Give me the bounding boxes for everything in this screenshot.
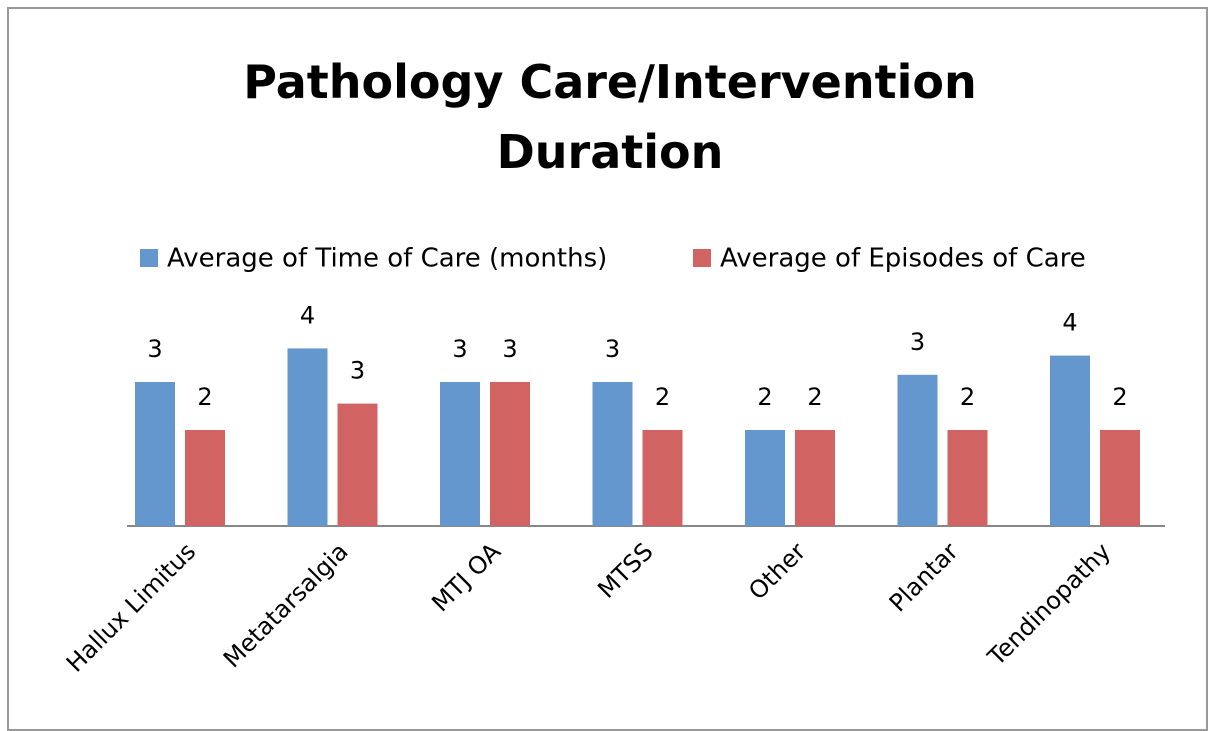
legend-swatch (140, 249, 158, 267)
value-label: 4 (300, 301, 315, 329)
value-label: 3 (910, 328, 925, 356)
bar (1100, 430, 1140, 526)
chart-frame (7, 7, 1208, 731)
value-label: 3 (350, 357, 365, 385)
bar (490, 382, 530, 526)
bar (440, 382, 480, 526)
bar (185, 430, 225, 526)
value-label: 2 (960, 383, 975, 411)
bar (745, 430, 785, 526)
value-label: 3 (452, 335, 467, 363)
bar (947, 430, 988, 526)
value-label: 3 (502, 335, 517, 363)
bar (642, 430, 683, 526)
value-label: 3 (605, 335, 620, 363)
value-label: 2 (807, 383, 822, 411)
bar (337, 403, 378, 526)
bar (897, 374, 938, 526)
legend-swatch (693, 249, 711, 267)
bar (795, 430, 835, 526)
bar (135, 382, 175, 526)
bar (592, 382, 633, 526)
bar (287, 348, 328, 526)
value-label: 2 (197, 383, 212, 411)
value-label: 4 (1062, 309, 1077, 337)
bar (1050, 355, 1090, 526)
legend-label: Average of Time of Care (months) (167, 244, 607, 274)
chart-title: Pathology Care/Intervention Duration (243, 55, 976, 179)
value-label: 2 (757, 383, 772, 411)
legend-label: Average of Episodes of Care (720, 244, 1086, 274)
value-label: 2 (655, 383, 670, 411)
value-label: 3 (147, 335, 162, 363)
value-label: 2 (1112, 383, 1127, 411)
